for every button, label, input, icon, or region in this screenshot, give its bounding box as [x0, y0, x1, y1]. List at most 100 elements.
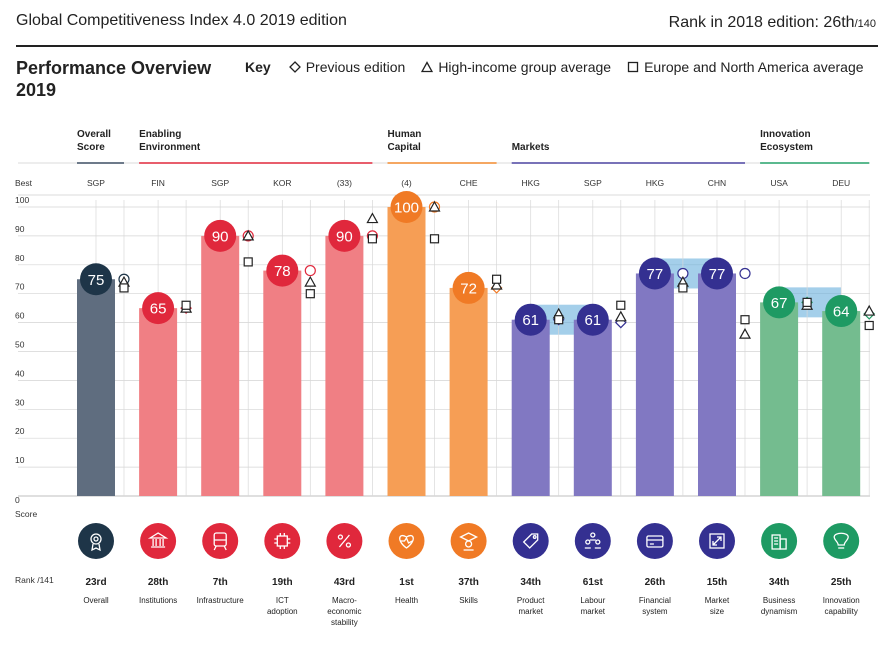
group-label: Ecosystem [760, 142, 813, 153]
europe-na-marker [367, 234, 377, 244]
key-previous-label: Previous edition [305, 59, 406, 75]
chip-pins [274, 533, 291, 549]
key-item-previous: Previous edition [288, 59, 406, 75]
best-economy-label: CHN [708, 178, 726, 188]
category-label: dynamism [761, 607, 798, 616]
icon-circle [512, 523, 549, 559]
group-label: Environment [139, 142, 201, 153]
institution-icon [140, 523, 177, 559]
value-label: 78 [274, 263, 291, 280]
category-label: system [642, 607, 668, 616]
icon-circle [264, 523, 301, 559]
person-head [595, 539, 601, 545]
y-tick-label: 70 [15, 282, 25, 292]
bar [822, 311, 861, 496]
graduate-head [464, 540, 473, 548]
rank-label: 34th [520, 577, 541, 588]
percent-dot [345, 542, 352, 548]
best-economy-label: SGP [87, 178, 105, 188]
bulb-glass [833, 532, 849, 546]
key-label: Key [245, 59, 271, 75]
europe-na-marker [492, 274, 502, 284]
bar [760, 302, 799, 496]
icon-circle [574, 523, 611, 559]
category-label: Health [395, 596, 418, 605]
card-body [646, 535, 664, 548]
percent-icon [326, 523, 363, 559]
group-label: Capital [388, 142, 422, 153]
bar [573, 319, 612, 496]
value-label: 61 [584, 312, 601, 329]
category-label: capability [825, 607, 858, 616]
percent-slash [338, 534, 350, 548]
europe-na-marker [678, 283, 688, 293]
y-tick-label: 50 [15, 340, 25, 350]
category-label: Product [517, 596, 545, 605]
value-label: 61 [522, 312, 539, 329]
rank-label: 15th [707, 577, 728, 588]
people-icon [574, 523, 611, 559]
y-tick-label: 90 [15, 224, 25, 234]
bar [263, 270, 302, 496]
value-circle [452, 271, 485, 304]
value-label: 77 [709, 266, 726, 283]
value-circle [514, 303, 547, 336]
bar [511, 319, 550, 496]
rank-label: 34th [769, 577, 790, 588]
category-label: economic [327, 607, 361, 616]
previous-marker [304, 264, 316, 277]
high-income-marker [614, 310, 627, 322]
high-income-marker [366, 212, 379, 224]
high-income-marker [428, 200, 441, 212]
best-economy-label: SGP [584, 178, 602, 188]
category-label: Market [705, 596, 730, 605]
resize-icon [699, 523, 735, 559]
icon-circle [636, 523, 673, 559]
category-label: adoption [267, 607, 298, 616]
value-label: 67 [771, 295, 788, 312]
high-income-marker [738, 327, 752, 339]
person-head [585, 539, 591, 545]
category-label: size [710, 607, 725, 616]
heart-pulse [400, 536, 413, 544]
group-label: Enabling [139, 129, 181, 140]
rank-label: 43rd [334, 577, 355, 588]
key-item-europe-na: Europe and North America average [627, 59, 864, 75]
bar [139, 308, 178, 496]
group-label: Innovation [760, 129, 811, 140]
tag-shape [522, 533, 539, 549]
high-income-marker [304, 275, 317, 287]
bar [325, 235, 364, 496]
key-item-high-income: High-income group average [421, 59, 611, 75]
tag-icon [512, 523, 549, 559]
value-circle [701, 257, 733, 290]
train-icon [202, 523, 239, 559]
value-circle [638, 257, 671, 290]
category-label: ICT [276, 596, 289, 605]
bulb-icon [823, 523, 860, 559]
best-economy-label: FIN [151, 178, 165, 188]
value-label: 72 [460, 280, 477, 297]
graduate-icon [450, 523, 487, 559]
building-block [779, 538, 787, 550]
y-tick-label: 20 [15, 426, 25, 436]
value-circle [142, 292, 175, 325]
value-circle [390, 191, 423, 223]
value-label: 65 [150, 301, 167, 318]
rank-2018-label: Rank in 2018 edition: 26th [668, 14, 855, 31]
value-circle [825, 295, 858, 328]
europe-na-marker [802, 297, 812, 307]
performance-title: Performance Overview 2019 [16, 57, 211, 101]
value-circle [576, 303, 609, 336]
graduate-cap [459, 532, 479, 542]
resize-frame [709, 533, 725, 549]
europe-na-marker [243, 257, 253, 267]
chip-body [276, 535, 288, 547]
key-high-income-label: High-income group average [438, 59, 612, 75]
icon-circle [388, 523, 425, 559]
heart-icon [388, 523, 425, 559]
header-title: Global Competitiveness Index 4.0 2019 ed… [16, 12, 347, 29]
best-economy-label: HKG [646, 178, 664, 188]
value-circle [763, 286, 796, 319]
